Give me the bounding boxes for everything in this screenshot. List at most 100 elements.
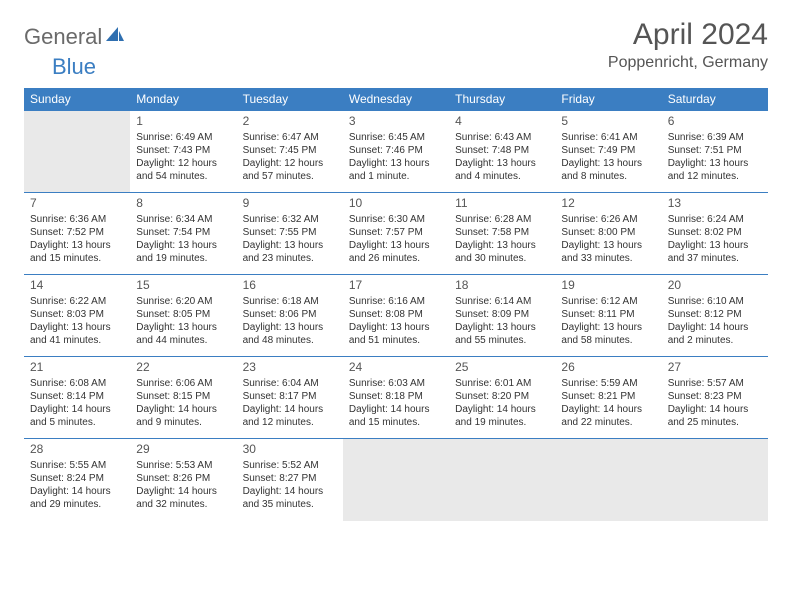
calendar-table: SundayMondayTuesdayWednesdayThursdayFrid… <box>24 88 768 521</box>
day-header: Sunday <box>24 88 130 111</box>
sunset-line: Sunset: 8:20 PM <box>455 390 549 403</box>
month-title: April 2024 <box>608 18 768 52</box>
day-number: 25 <box>455 360 549 376</box>
sunset-line: Sunset: 8:15 PM <box>136 390 230 403</box>
sunset-line: Sunset: 7:57 PM <box>349 226 443 239</box>
sunrise-line: Sunrise: 6:14 AM <box>455 295 549 308</box>
calendar-day-cell: 21Sunrise: 6:08 AMSunset: 8:14 PMDayligh… <box>24 357 130 439</box>
sunset-line: Sunset: 8:08 PM <box>349 308 443 321</box>
daylight-line: Daylight: 13 hours and 4 minutes. <box>455 157 549 183</box>
daylight-line: Daylight: 13 hours and 30 minutes. <box>455 239 549 265</box>
sunset-line: Sunset: 8:11 PM <box>561 308 655 321</box>
daylight-line: Daylight: 14 hours and 9 minutes. <box>136 403 230 429</box>
sunset-line: Sunset: 7:48 PM <box>455 144 549 157</box>
daylight-line: Daylight: 13 hours and 19 minutes. <box>136 239 230 265</box>
sunset-line: Sunset: 8:05 PM <box>136 308 230 321</box>
daylight-line: Daylight: 13 hours and 58 minutes. <box>561 321 655 347</box>
sunset-line: Sunset: 8:27 PM <box>243 472 337 485</box>
calendar-week-row: 14Sunrise: 6:22 AMSunset: 8:03 PMDayligh… <box>24 275 768 357</box>
calendar-day-cell: 28Sunrise: 5:55 AMSunset: 8:24 PMDayligh… <box>24 439 130 521</box>
sunrise-line: Sunrise: 5:55 AM <box>30 459 124 472</box>
day-header: Thursday <box>449 88 555 111</box>
calendar-week-row: 28Sunrise: 5:55 AMSunset: 8:24 PMDayligh… <box>24 439 768 521</box>
daylight-line: Daylight: 14 hours and 29 minutes. <box>30 485 124 511</box>
sunset-line: Sunset: 7:45 PM <box>243 144 337 157</box>
day-number: 2 <box>243 114 337 130</box>
daylight-line: Daylight: 14 hours and 22 minutes. <box>561 403 655 429</box>
day-header-row: SundayMondayTuesdayWednesdayThursdayFrid… <box>24 88 768 111</box>
sunset-line: Sunset: 7:46 PM <box>349 144 443 157</box>
sunrise-line: Sunrise: 6:36 AM <box>30 213 124 226</box>
calendar-day-cell: 20Sunrise: 6:10 AMSunset: 8:12 PMDayligh… <box>662 275 768 357</box>
day-number: 22 <box>136 360 230 376</box>
day-number: 18 <box>455 278 549 294</box>
daylight-line: Daylight: 14 hours and 25 minutes. <box>668 403 762 429</box>
daylight-line: Daylight: 13 hours and 37 minutes. <box>668 239 762 265</box>
day-number: 5 <box>561 114 655 130</box>
sunset-line: Sunset: 8:17 PM <box>243 390 337 403</box>
daylight-line: Daylight: 13 hours and 26 minutes. <box>349 239 443 265</box>
sunset-line: Sunset: 8:06 PM <box>243 308 337 321</box>
sunset-line: Sunset: 8:00 PM <box>561 226 655 239</box>
daylight-line: Daylight: 13 hours and 41 minutes. <box>30 321 124 347</box>
calendar-body: 1Sunrise: 6:49 AMSunset: 7:43 PMDaylight… <box>24 111 768 521</box>
calendar-day-cell: 22Sunrise: 6:06 AMSunset: 8:15 PMDayligh… <box>130 357 236 439</box>
day-number: 8 <box>136 196 230 212</box>
calendar-day-cell: 2Sunrise: 6:47 AMSunset: 7:45 PMDaylight… <box>237 111 343 193</box>
calendar-day-cell: 9Sunrise: 6:32 AMSunset: 7:55 PMDaylight… <box>237 193 343 275</box>
daylight-line: Daylight: 14 hours and 12 minutes. <box>243 403 337 429</box>
sunrise-line: Sunrise: 6:26 AM <box>561 213 655 226</box>
day-number: 16 <box>243 278 337 294</box>
day-number: 6 <box>668 114 762 130</box>
day-number: 17 <box>349 278 443 294</box>
day-number: 20 <box>668 278 762 294</box>
sunrise-line: Sunrise: 6:18 AM <box>243 295 337 308</box>
logo-sail-icon <box>104 25 126 50</box>
sunset-line: Sunset: 7:55 PM <box>243 226 337 239</box>
calendar-day-cell: 23Sunrise: 6:04 AMSunset: 8:17 PMDayligh… <box>237 357 343 439</box>
daylight-line: Daylight: 14 hours and 2 minutes. <box>668 321 762 347</box>
day-number: 12 <box>561 196 655 212</box>
sunset-line: Sunset: 7:49 PM <box>561 144 655 157</box>
calendar-day-cell: 4Sunrise: 6:43 AMSunset: 7:48 PMDaylight… <box>449 111 555 193</box>
sunrise-line: Sunrise: 6:39 AM <box>668 131 762 144</box>
calendar-day-cell: 3Sunrise: 6:45 AMSunset: 7:46 PMDaylight… <box>343 111 449 193</box>
calendar-day-cell: 13Sunrise: 6:24 AMSunset: 8:02 PMDayligh… <box>662 193 768 275</box>
sunrise-line: Sunrise: 6:20 AM <box>136 295 230 308</box>
day-header: Tuesday <box>237 88 343 111</box>
sunset-line: Sunset: 7:54 PM <box>136 226 230 239</box>
sunset-line: Sunset: 8:23 PM <box>668 390 762 403</box>
calendar-day-cell: 1Sunrise: 6:49 AMSunset: 7:43 PMDaylight… <box>130 111 236 193</box>
daylight-line: Daylight: 12 hours and 54 minutes. <box>136 157 230 183</box>
calendar-day-cell: 27Sunrise: 5:57 AMSunset: 8:23 PMDayligh… <box>662 357 768 439</box>
daylight-line: Daylight: 13 hours and 12 minutes. <box>668 157 762 183</box>
sunset-line: Sunset: 7:43 PM <box>136 144 230 157</box>
day-header: Monday <box>130 88 236 111</box>
sunrise-line: Sunrise: 6:12 AM <box>561 295 655 308</box>
calendar-day-cell: 5Sunrise: 6:41 AMSunset: 7:49 PMDaylight… <box>555 111 661 193</box>
day-number: 30 <box>243 442 337 458</box>
sunset-line: Sunset: 8:02 PM <box>668 226 762 239</box>
day-number: 9 <box>243 196 337 212</box>
sunrise-line: Sunrise: 6:43 AM <box>455 131 549 144</box>
daylight-line: Daylight: 14 hours and 5 minutes. <box>30 403 124 429</box>
calendar-day-cell: 29Sunrise: 5:53 AMSunset: 8:26 PMDayligh… <box>130 439 236 521</box>
sunrise-line: Sunrise: 5:59 AM <box>561 377 655 390</box>
daylight-line: Daylight: 13 hours and 51 minutes. <box>349 321 443 347</box>
day-number: 28 <box>30 442 124 458</box>
day-number: 13 <box>668 196 762 212</box>
daylight-line: Daylight: 13 hours and 33 minutes. <box>561 239 655 265</box>
daylight-line: Daylight: 13 hours and 44 minutes. <box>136 321 230 347</box>
sunrise-line: Sunrise: 6:41 AM <box>561 131 655 144</box>
day-number: 27 <box>668 360 762 376</box>
sunset-line: Sunset: 8:14 PM <box>30 390 124 403</box>
day-header: Wednesday <box>343 88 449 111</box>
logo-text-blue: Blue <box>52 54 96 79</box>
sunrise-line: Sunrise: 6:08 AM <box>30 377 124 390</box>
daylight-line: Daylight: 14 hours and 32 minutes. <box>136 485 230 511</box>
calendar-day-cell: 24Sunrise: 6:03 AMSunset: 8:18 PMDayligh… <box>343 357 449 439</box>
sunset-line: Sunset: 8:09 PM <box>455 308 549 321</box>
sunset-line: Sunset: 8:12 PM <box>668 308 762 321</box>
logo-text-general: General <box>24 24 102 50</box>
calendar-day-cell: 10Sunrise: 6:30 AMSunset: 7:57 PMDayligh… <box>343 193 449 275</box>
